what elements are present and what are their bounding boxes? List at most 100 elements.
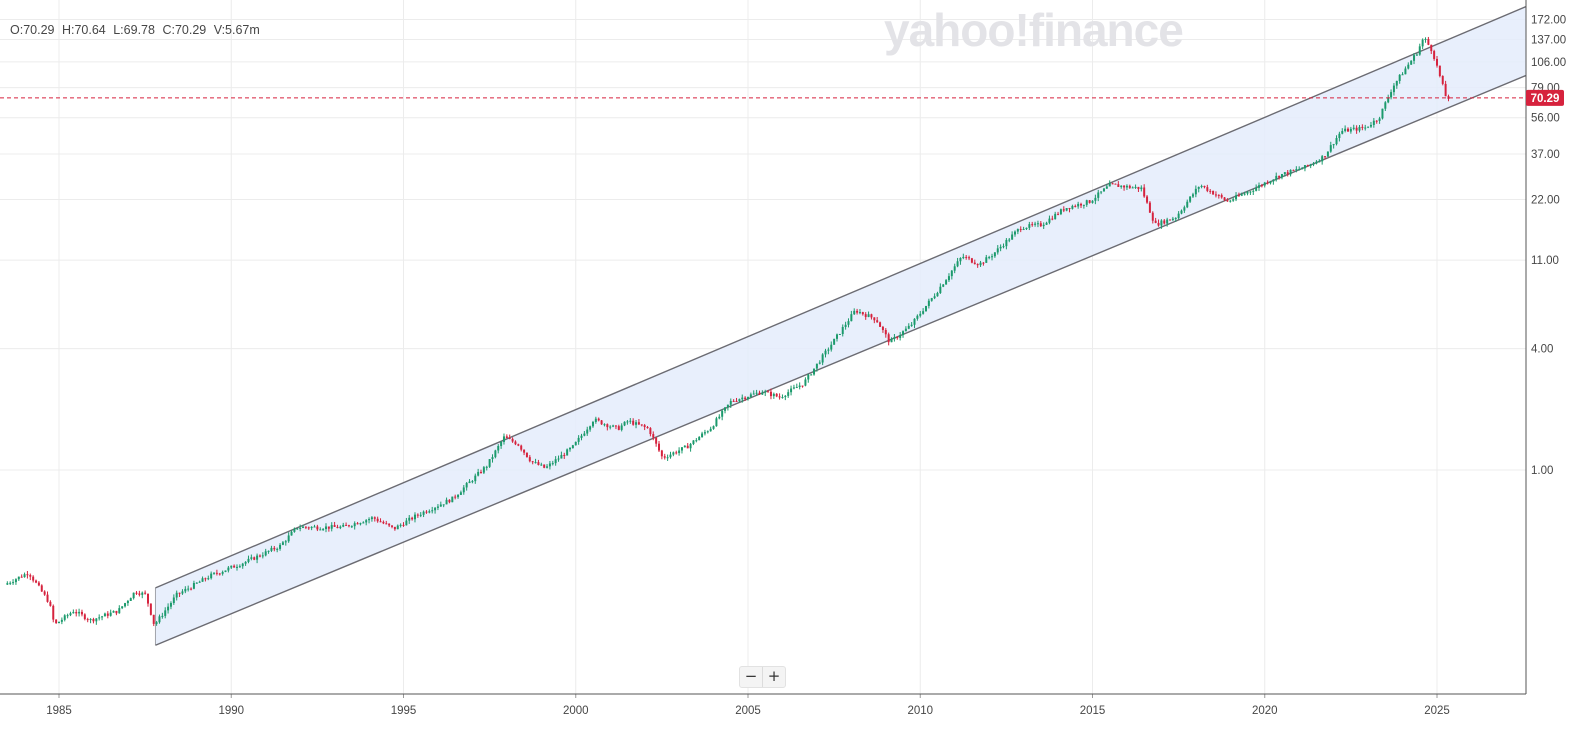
candle-body (1223, 197, 1226, 201)
candle-body (637, 422, 640, 425)
candle-body (744, 397, 747, 399)
candle-body (511, 438, 514, 442)
candle-body (867, 314, 870, 317)
candle-body (586, 429, 589, 434)
channel-upper-line[interactable] (155, 5, 1526, 589)
candle-body (1392, 85, 1395, 93)
candle-body (1163, 220, 1166, 224)
candle-body (1105, 186, 1108, 189)
candle-body (999, 246, 1002, 249)
candle-body (982, 262, 985, 264)
candle-body (439, 504, 442, 507)
candle-body (1349, 128, 1352, 132)
candle-body (103, 613, 106, 617)
candle-body (778, 396, 781, 398)
candle-body (896, 337, 899, 339)
candle-body (164, 610, 167, 616)
candle-body (1005, 239, 1008, 247)
candle-body (1278, 175, 1281, 178)
candle-body (339, 526, 342, 529)
candle-body (382, 521, 385, 524)
candle-body (149, 603, 152, 615)
candle-body (1154, 220, 1157, 223)
candle-body (945, 280, 948, 285)
candle-body (1191, 194, 1194, 197)
candle-body (167, 606, 170, 611)
candle-body (1028, 224, 1031, 228)
candle-body (1427, 38, 1430, 45)
regression-channel[interactable] (154, 5, 1526, 646)
candle-body (43, 591, 46, 595)
candle-body (480, 471, 483, 473)
candle-body (1232, 199, 1235, 201)
candle-body (75, 612, 78, 614)
candle-body (1171, 218, 1174, 221)
candle-body (195, 582, 198, 584)
candle-body (1415, 54, 1418, 56)
candle-body (824, 350, 827, 355)
candle-body (887, 334, 890, 343)
candle-body (20, 576, 23, 578)
candle-body (121, 606, 124, 609)
candle-body (758, 392, 761, 395)
candle-body (850, 314, 853, 322)
candle-body (1157, 222, 1160, 226)
zoom-in-button[interactable]: + (762, 667, 785, 687)
candle-body (1309, 164, 1312, 166)
candle-body (1266, 182, 1269, 184)
close-value: C:70.29 (162, 23, 207, 37)
candle-body (1108, 183, 1111, 187)
candle-body (213, 572, 216, 574)
candle-body (471, 481, 474, 483)
candle-body (413, 514, 416, 520)
candle-body (755, 392, 758, 394)
candle-body (953, 266, 956, 271)
candle-body (1246, 191, 1249, 194)
candle-body (870, 314, 873, 318)
candle-body (658, 443, 661, 451)
candle-body (83, 614, 86, 620)
candle-body (577, 437, 580, 442)
candle-body (574, 441, 577, 446)
candle-body (1237, 195, 1240, 197)
candle-body (864, 314, 867, 317)
candle-body (721, 410, 724, 417)
candle-body (1286, 172, 1289, 175)
channel-lower-line[interactable] (155, 74, 1526, 646)
candle-body (706, 431, 709, 433)
zoom-out-button[interactable]: − (744, 667, 758, 685)
candle-body (35, 580, 38, 583)
candle-body (973, 262, 976, 265)
candle-body (546, 466, 549, 468)
candle-body (365, 520, 368, 523)
candle-body (1039, 223, 1042, 227)
candle-body (152, 614, 155, 624)
candle-body (514, 441, 517, 445)
candle-body (861, 312, 864, 315)
candle-body (1275, 175, 1278, 180)
candle-body (1114, 183, 1117, 185)
candle-body (910, 324, 913, 326)
candle-body (1194, 188, 1197, 195)
candle-body (663, 456, 666, 458)
candle-body (795, 387, 798, 389)
candle-body (37, 582, 40, 586)
candle-body (965, 256, 968, 258)
candle-body (313, 526, 316, 528)
open-value: O:70.29 (10, 23, 55, 37)
candle-body (379, 521, 382, 523)
candle-body (1189, 196, 1192, 202)
candle-body (451, 496, 454, 503)
candle-body (1074, 205, 1077, 207)
candle-body (17, 576, 20, 580)
candle-body (571, 445, 574, 449)
channel-fill (155, 6, 1526, 646)
candle-body (856, 310, 859, 313)
candle-body (991, 256, 994, 258)
candle-body (970, 258, 973, 263)
candle-body (58, 621, 60, 624)
candle-body (660, 450, 663, 457)
candle-body (181, 591, 184, 594)
candle-body (993, 252, 996, 257)
